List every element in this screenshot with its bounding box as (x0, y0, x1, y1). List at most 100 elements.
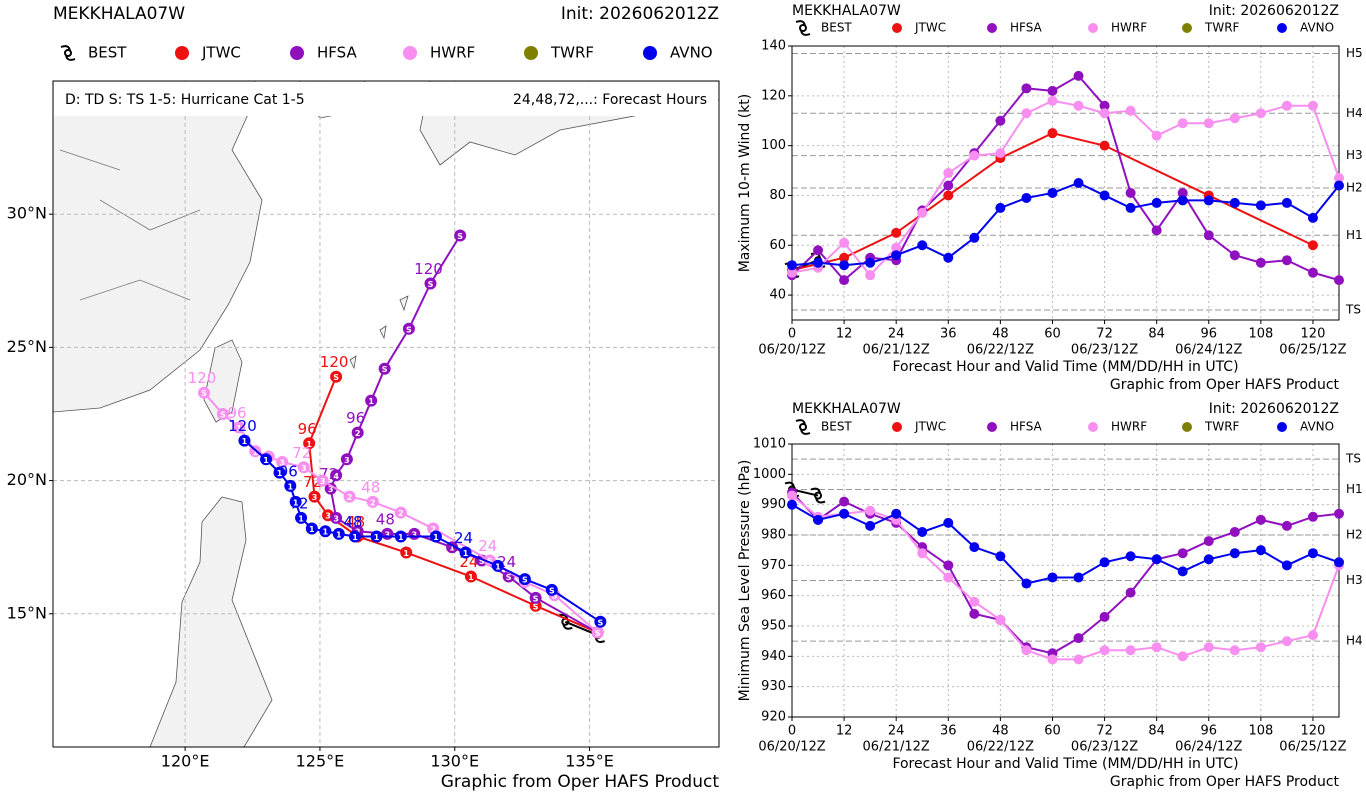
point (295, 511, 308, 524)
point (969, 596, 980, 607)
ryukyu (349, 295, 409, 370)
point (1334, 173, 1344, 184)
x-tick-label: 72 (1096, 724, 1113, 739)
point (1099, 557, 1110, 568)
date-tick-label: 06/25/12Z (1279, 343, 1346, 358)
point (865, 520, 876, 531)
x-tick-label: 96 (1200, 327, 1217, 342)
point (1281, 255, 1292, 266)
y-tick-label: 60 (769, 238, 786, 253)
series-line (791, 181, 1340, 267)
x-tick-label: 60 (1044, 327, 1061, 342)
point (332, 527, 345, 540)
date-tick-label: 06/23/12Z (1071, 343, 1138, 358)
legend-marker (1182, 422, 1192, 432)
x-tick-label: 12 (836, 327, 853, 342)
x-tick-label: 125°E (296, 752, 345, 771)
point (1099, 645, 1110, 656)
point (1047, 128, 1058, 139)
x-tick-label: 24 (888, 327, 905, 342)
point (891, 250, 902, 261)
chart-title: MEKKHALA07W (53, 4, 185, 24)
init-time: Init: 2026062012Z (1209, 401, 1339, 417)
intensity-label: S (522, 576, 528, 585)
x-tick-label: 60 (1044, 724, 1061, 739)
y-tick-label: 20°N (7, 470, 47, 489)
point (297, 461, 310, 474)
point (839, 252, 850, 263)
point (402, 322, 415, 335)
point (1073, 70, 1084, 81)
legend-marker (1088, 23, 1098, 33)
point (529, 591, 542, 604)
point (839, 260, 850, 271)
point (1021, 645, 1032, 656)
y-tick-label: 25°N (7, 337, 47, 356)
point (289, 495, 302, 508)
intensity-label: S (597, 618, 603, 627)
point (1125, 645, 1136, 656)
legend-label: BEST (821, 21, 852, 35)
point (394, 530, 407, 543)
intensity-label: 1 (433, 533, 439, 542)
point (1151, 642, 1162, 653)
point (865, 270, 876, 281)
x-tick-label: 36 (940, 724, 957, 739)
point (238, 434, 251, 447)
intensity-label: 3 (412, 530, 418, 539)
point (865, 257, 876, 268)
point (995, 148, 1006, 159)
point (1307, 240, 1318, 251)
point (839, 496, 850, 507)
category-label: H3 (1346, 573, 1363, 587)
intensity-label: 1 (242, 437, 248, 446)
intensity-label: 1 (309, 525, 315, 534)
x-tick-label: 24 (888, 724, 905, 739)
intensity-label: 2 (398, 509, 404, 518)
point (917, 240, 928, 251)
point (1073, 100, 1084, 111)
intensity-label: 1 (403, 549, 409, 558)
intensity-label: 1 (298, 514, 304, 523)
series-line (791, 491, 1340, 655)
legend-label: JTWC (914, 420, 946, 434)
point (943, 252, 954, 263)
point (1177, 566, 1188, 577)
intensity-label: S (406, 325, 412, 334)
point (1151, 130, 1162, 141)
category-label: H5 (1346, 46, 1363, 60)
y-axis-label: Maximum 10-m Wind (kt) (737, 94, 753, 273)
intensity-label: 2 (370, 498, 376, 507)
category-label: H4 (1346, 634, 1363, 648)
x-tick-label: 36 (940, 327, 957, 342)
category-label: H2 (1346, 528, 1363, 542)
point (429, 530, 442, 543)
hour-label: 24 (454, 529, 473, 547)
point (1334, 180, 1344, 191)
point (995, 115, 1006, 126)
chart-title: MEKKHALA07W (792, 3, 901, 19)
x-tick-label: 72 (1096, 327, 1113, 342)
hour-label: 96 (298, 420, 317, 438)
y-tick-label: 40 (769, 288, 786, 303)
point (1073, 178, 1084, 188)
point (787, 267, 797, 278)
point (787, 499, 797, 510)
intensity-label: 1 (293, 498, 299, 507)
intensity-label: 1 (306, 440, 312, 449)
point (1073, 633, 1084, 644)
point (917, 548, 928, 559)
x-tick-label: 130°E (430, 752, 479, 771)
point (1281, 520, 1292, 531)
point (1307, 548, 1318, 559)
point (1047, 95, 1058, 106)
point (1229, 526, 1240, 537)
hour-label: 120 (188, 369, 217, 387)
legend-marker (987, 422, 997, 432)
point (197, 386, 210, 399)
point (216, 408, 229, 420)
hour-label: 120 (320, 353, 349, 371)
credit: Graphic from Oper HAFS Product (441, 772, 720, 792)
